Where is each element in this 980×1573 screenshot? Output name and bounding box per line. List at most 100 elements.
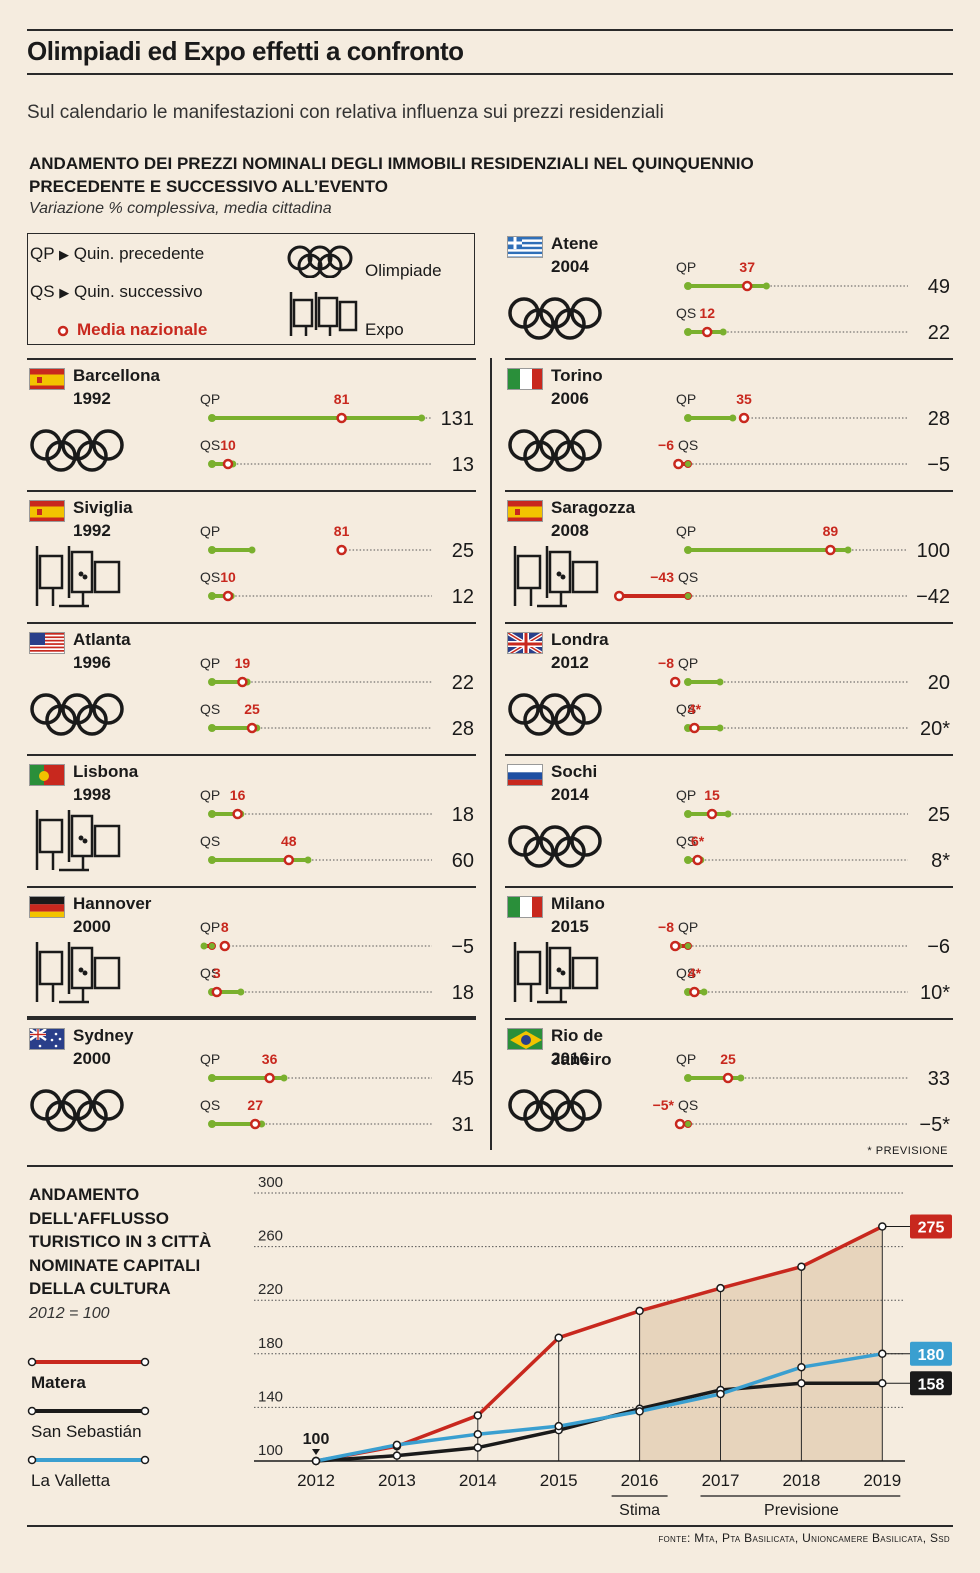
end-value-badge [910,1214,952,1239]
event-bars: QP 15 25 QS6* 8* [676,787,950,872]
flag-icon [507,896,543,918]
city-name: Sydney [73,1026,134,1045]
qp-national-label: 81 [334,523,350,539]
qs-city-value: 60 [452,850,474,872]
qp-city-marker [844,546,852,554]
qs-city-value: 22 [928,322,950,344]
qs-national-marker [283,854,295,866]
city-year: 2006 [551,389,589,408]
qs-city-value: 18 [452,982,474,1004]
end-value-label: 180 [918,1347,945,1364]
end-value-label: 158 [918,1376,945,1393]
city-name: Saragozza [551,498,636,517]
event-bars: QP 8 −5 QS3 18 [200,919,474,1004]
qp-code: QP [676,391,696,407]
qp-national-label: 16 [230,787,246,803]
qs-code: QS [678,437,698,453]
data-point [797,1262,806,1271]
qp-national-marker [219,940,231,952]
y-tick-label: 300 [258,1174,283,1191]
event-bars: QP 35 28 QS−6 −5 [658,391,950,476]
tourism-title-line: NOMINATE CAPITALI [29,1255,201,1275]
qp-city-value: 18 [452,804,474,826]
section-note: Variazione % complessiva, media cittadin… [29,200,332,217]
qp-national-marker [706,808,718,820]
qs-national-marker [701,326,713,338]
qp-code: QP [678,655,698,671]
qs-national-marker [692,854,703,866]
expo-pavilion-icon [29,544,121,615]
qp-code: QP [200,391,220,407]
qp-code: QP [676,1051,696,1067]
qp-national-marker [232,808,243,820]
qs-city-marker [304,856,312,864]
city-name: Milano [551,894,605,913]
data-point [797,1379,806,1388]
event-bars: QP 81 25 QS 10 12 [200,523,474,608]
event-divider [505,622,953,624]
bottom-rule [27,1525,953,1527]
event-bars: QP−8 20 QS4* 20* [658,655,950,740]
qs-national-label: 3 [213,965,221,981]
qs-code: QS [200,1097,220,1113]
qs-city-marker [719,328,727,336]
zero-marker [208,414,216,422]
data-point [473,1443,483,1452]
data-point [716,1283,725,1293]
x-tick-label: 2015 [540,1471,578,1490]
event-divider [505,754,953,756]
city-year: 2000 [73,1049,111,1068]
zero-marker [208,1074,216,1082]
tourism-rule [27,1165,953,1167]
event-bars: QP 16 18 QS 48 60 [200,787,474,872]
legend-line [27,1357,150,1367]
legend-qs-code: QS [30,282,55,301]
zero-marker [684,810,692,818]
data-point [635,1306,644,1316]
qp-city-marker [737,1074,745,1082]
city-name: Atlanta [73,630,131,649]
data-point [878,1379,887,1388]
zero-marker [684,856,692,864]
qp-code: QP [200,655,220,671]
data-point [878,1222,887,1231]
city-name: Torino [551,366,603,385]
qp-national-marker [825,544,836,556]
zero-marker [208,678,216,686]
zero-marker [208,1120,216,1128]
legend-qp: QP ▶ Quin. precedente [30,244,204,264]
flag-icon [507,368,543,390]
qs-city-marker [700,988,708,996]
qp-city-marker [724,810,732,818]
city-year: 2000 [73,917,111,936]
flag-icon [507,236,543,258]
section-title-line-1: ANDAMENTO DEI PREZZI NOMINALI DEGLI IMMO… [29,154,754,173]
qp-code: QP [676,259,696,275]
qp-city-value: 45 [452,1068,474,1090]
city-year: 2004 [551,257,589,276]
olympic-rings-icon [507,692,603,743]
city-year: 2016 [551,1049,589,1068]
qp-national-label: −8 [658,919,674,935]
legend-expo: Expo [365,320,404,339]
legend-qp-text: Quin. precedente [73,244,205,263]
qs-city-value: −5 [927,454,950,476]
data-point [716,1389,725,1399]
qs-city-value: 8* [931,850,950,872]
title-rule [27,73,953,75]
qp-code: QP [200,919,220,935]
page-subtitle: Sul calendario le manifestazioni con rel… [27,102,664,123]
x-tick-label: 2014 [459,1471,497,1490]
tourism-title-line: TURISTICO IN 3 CITTÀ [29,1232,212,1251]
qp-city-value: −6 [927,936,950,958]
expo-pavilion-icon [507,544,599,615]
qs-national-marker [222,458,234,470]
qs-code: QS [200,437,220,453]
qs-national-marker [689,722,700,734]
qp-national-label: 35 [736,391,752,407]
qs-code: QS [200,569,220,585]
tourism-title-line: DELLA CULTURA [29,1279,171,1298]
qp-code: QP [678,919,698,935]
qs-national-label: 10 [220,437,236,453]
city-name: Sochi [551,762,598,781]
